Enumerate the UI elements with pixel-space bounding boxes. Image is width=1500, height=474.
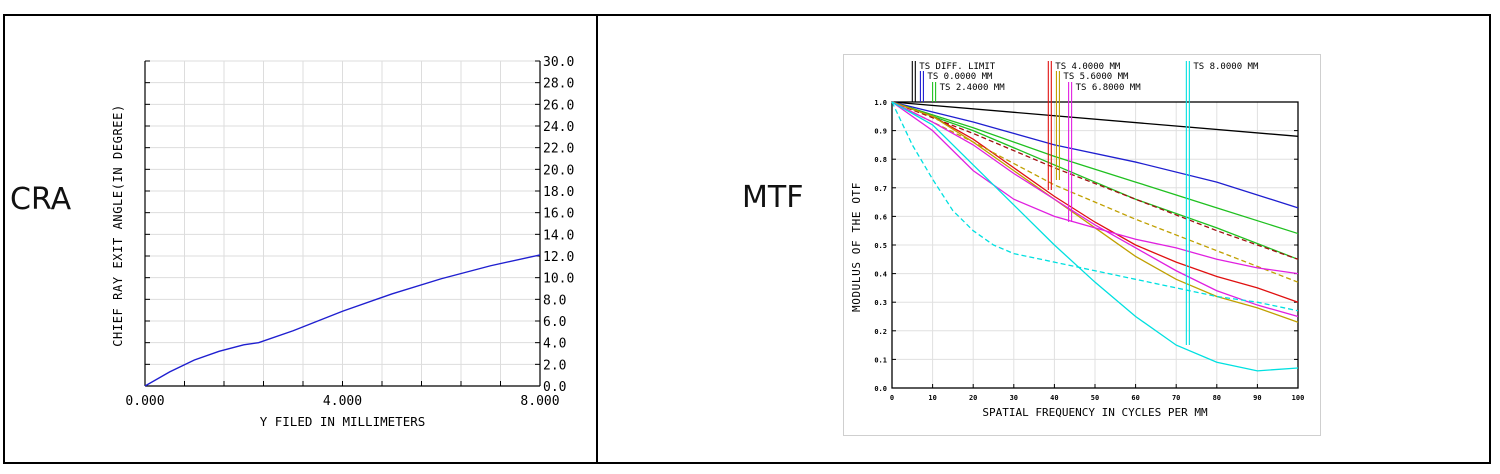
mtf-y-tick-label: 0.5: [874, 242, 887, 250]
mtf-series-line: [891, 101, 1299, 312]
mtf-legend-label: TS 5.6000 MM: [1063, 72, 1129, 82]
cra-y-tick-label: 0.0: [543, 380, 566, 395]
cra-y-tick-label: 8.0: [543, 293, 566, 308]
cra-y-tick-label: 4.0: [543, 337, 566, 352]
mtf-series-line: [891, 101, 1299, 235]
mtf-x-tick-label: 70: [1172, 394, 1180, 402]
panel-divider: [596, 14, 598, 464]
mtf-series-line: [891, 101, 1299, 275]
mtf-x-tick-label: 50: [1091, 394, 1099, 402]
mtf-x-tick-label: 40: [1050, 394, 1058, 402]
mtf-legend-label: TS 8.0000 MM: [1193, 62, 1259, 72]
mtf-legend-label: TS 2.4000 MM: [940, 83, 1006, 93]
cra-x-tick-label: 4.000: [323, 394, 362, 409]
cra-x-axis-label: Y FILED IN MILLIMETERS: [260, 414, 426, 429]
mtf-x-tick-label: 60: [1131, 394, 1139, 402]
mtf-x-tick-label: 80: [1213, 394, 1221, 402]
mtf-legend-label: TS 4.0000 MM: [1055, 62, 1121, 72]
mtf-y-tick-label: 0.3: [874, 299, 887, 307]
mtf-y-tick-label: 0.7: [874, 185, 887, 193]
mtf-x-tick-label: 100: [1292, 394, 1305, 402]
cra-y-tick-label: 2.0: [543, 358, 566, 373]
cra-y-axis-label: CHIEF RAY EXIT ANGLE(IN DEGREE): [111, 104, 125, 347]
mtf-y-axis-label: MODULUS OF THE OTF: [850, 182, 863, 312]
cra-y-tick-label: 10.0: [543, 272, 574, 287]
mtf-y-tick-label: 0.2: [874, 328, 887, 336]
mtf-panel-label: MTF: [742, 180, 804, 215]
mtf-legend-label: TS 6.8000 MM: [1076, 83, 1142, 93]
mtf-series-line: [891, 101, 1299, 372]
cra-y-tick-label: 20.0: [543, 163, 574, 178]
outer-frame: [3, 14, 1491, 464]
mtf-series-line: [891, 101, 1299, 283]
mtf-x-tick-label: 90: [1253, 394, 1261, 402]
cra-y-tick-label: 14.0: [543, 228, 574, 243]
mtf-x-tick-label: 30: [1010, 394, 1018, 402]
cra-x-tick-label: 8.000: [520, 394, 559, 409]
mtf-series-line: [891, 101, 1299, 137]
mtf-series-line: [891, 101, 1299, 318]
mtf-y-tick-label: 0.4: [874, 271, 887, 279]
mtf-x-axis-label: SPATIAL FREQUENCY IN CYCLES PER MM: [982, 406, 1208, 419]
mtf-y-tick-label: 0.1: [874, 356, 887, 364]
cra-y-tick-label: 18.0: [543, 185, 574, 200]
mtf-y-tick-label: 1.0: [874, 99, 887, 107]
mtf-y-tick-label: 0.6: [874, 213, 887, 221]
mtf-legend-label: TS DIFF. LIMIT: [919, 62, 995, 72]
cra-y-tick-label: 26.0: [543, 98, 574, 113]
mtf-series-line: [891, 101, 1299, 260]
cra-y-tick-label: 28.0: [543, 77, 574, 92]
cra-series-line: [144, 254, 541, 387]
cra-x-tick-label: 0.000: [125, 394, 164, 409]
cra-y-tick-label: 12.0: [543, 250, 574, 265]
mtf-x-tick-label: 20: [969, 394, 977, 402]
mtf-series-line: [891, 101, 1299, 260]
mtf-y-tick-label: 0.0: [874, 385, 887, 393]
mtf-y-tick-label: 0.8: [874, 156, 887, 164]
mtf-legend-label: TS 0.0000 MM: [927, 72, 993, 82]
cra-y-tick-label: 30.0: [543, 55, 574, 70]
mtf-x-tick-label: 10: [928, 394, 936, 402]
mtf-series-line: [891, 101, 1299, 209]
mtf-series-line: [891, 101, 1299, 303]
cra-y-tick-label: 22.0: [543, 142, 574, 157]
mtf-y-tick-label: 0.9: [874, 128, 887, 136]
mtf-x-tick-label: 0: [890, 394, 894, 402]
cra-y-tick-label: 6.0: [543, 315, 566, 330]
cra-y-tick-label: 24.0: [543, 120, 574, 135]
cra-y-tick-label: 16.0: [543, 207, 574, 222]
cra-panel-label: CRA: [10, 182, 72, 217]
